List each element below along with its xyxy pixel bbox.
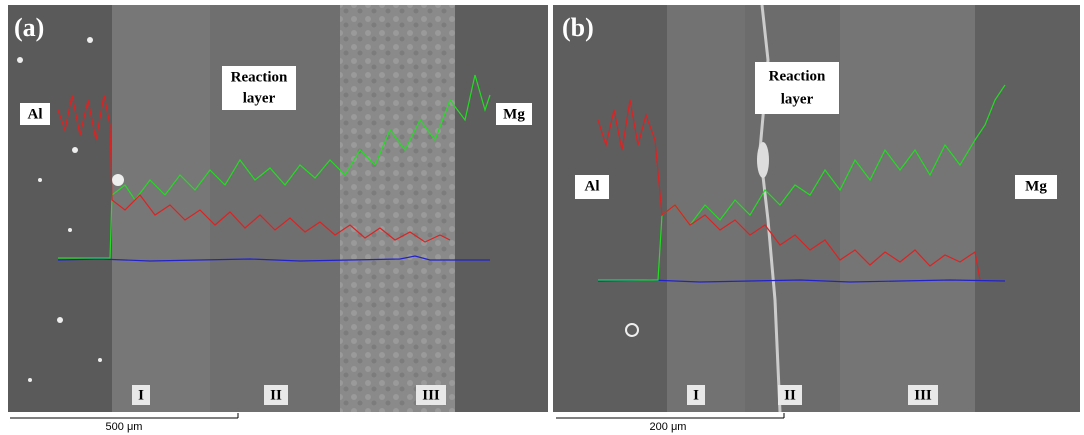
particle (757, 142, 769, 178)
label-box (687, 385, 705, 405)
panel-a: Al Mg Reaction layer (a) I II III 500 μm (8, 5, 548, 433)
line-scan-blue (597, 279, 1006, 283)
crack (758, 4, 782, 413)
zone-label: I (138, 387, 144, 403)
zone-label: III (914, 387, 932, 403)
label-box (496, 103, 532, 125)
line-scan-green (58, 74, 491, 259)
panel-label: (b) (562, 13, 594, 42)
line-scan-red (57, 94, 451, 243)
label-box (575, 175, 609, 199)
scale-label: 200 μm (650, 421, 687, 433)
panel-b: Al Mg Reaction layer (b) I II III 200 μm (553, 4, 1080, 433)
mg-label: Mg (1025, 178, 1047, 194)
reaction-layer-label: Reaction (231, 69, 288, 85)
mg-label: Mg (503, 106, 525, 122)
al-region (8, 5, 112, 412)
particles (17, 37, 124, 382)
mg-region (975, 5, 1080, 412)
scale-label: 500 μm (106, 421, 143, 433)
zone-label: III (422, 387, 440, 403)
label-box (908, 385, 938, 405)
label-box (222, 66, 296, 110)
zone-1 (667, 5, 745, 412)
reaction-layer-label: Reaction (769, 68, 826, 84)
label-box (416, 385, 446, 405)
al-label: Al (28, 106, 43, 122)
line-scan-red (597, 99, 981, 281)
reaction-layer-label: layer (243, 90, 276, 106)
line-scan-blue (57, 255, 490, 262)
mg-region (455, 5, 548, 412)
label-box (132, 385, 150, 405)
label-box (264, 385, 288, 405)
zone-label: II (784, 387, 796, 403)
al-region (553, 5, 667, 412)
label-box (755, 62, 839, 114)
zone-3 (340, 5, 455, 412)
al-label: Al (585, 178, 600, 194)
reaction-layer-label: layer (781, 91, 814, 107)
zone-label: I (693, 387, 699, 403)
panel-label: (a) (14, 13, 44, 42)
label-box (778, 385, 802, 405)
line-scan-green (598, 84, 1006, 281)
zone-label: II (270, 387, 282, 403)
zone-3 (840, 5, 975, 412)
label-box (20, 103, 50, 125)
particle (625, 323, 639, 337)
label-box (1015, 175, 1057, 199)
zone-1 (112, 5, 210, 412)
